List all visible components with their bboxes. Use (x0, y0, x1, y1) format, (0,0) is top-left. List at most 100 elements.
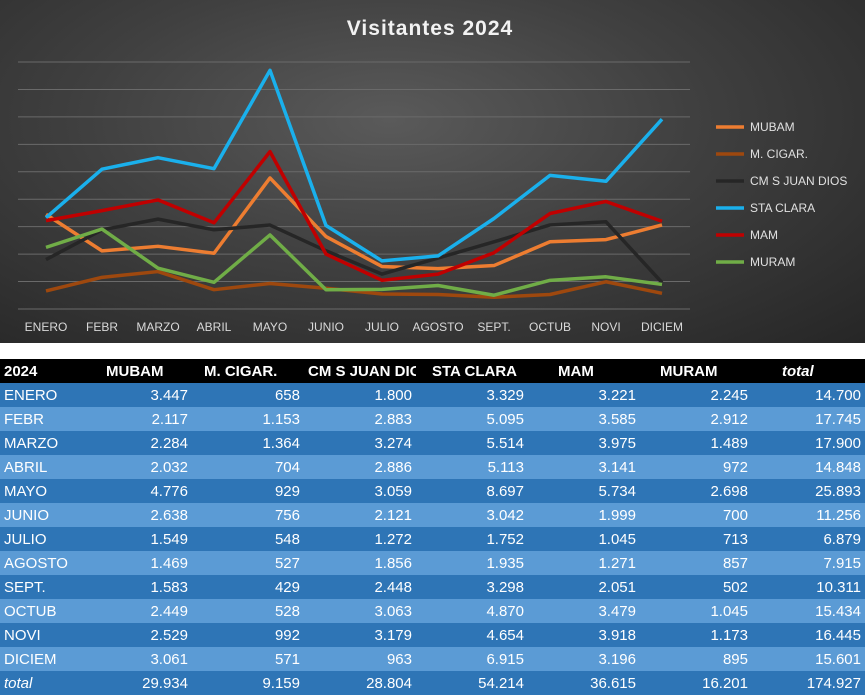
row-month-label: JULIO (0, 527, 96, 551)
table-cell: 2.912 (640, 407, 752, 431)
row-month-label: MARZO (0, 431, 96, 455)
row-total-cell: 16.445 (752, 623, 865, 647)
table-cell: 6.915 (416, 647, 528, 671)
x-tick-label: NOVI (591, 320, 620, 334)
footer-cell: 16.201 (640, 671, 752, 695)
table-cell: 3.298 (416, 575, 528, 599)
legend-label: STA CLARA (750, 201, 815, 215)
column-header: MAM (528, 359, 640, 383)
table-cell: 1.999 (528, 503, 640, 527)
table-cell: 1.364 (192, 431, 304, 455)
x-tick-label: JULIO (365, 320, 399, 334)
footer-label: total (0, 671, 96, 695)
row-total-cell: 25.893 (752, 479, 865, 503)
table-row: JULIO 1.549 548 1.272 1.752 1.045 713 6.879 (0, 527, 865, 551)
table-row: SEPT. 1.583 429 2.448 3.298 2.051 502 10.311 (0, 575, 865, 599)
table-cell: 502 (640, 575, 752, 599)
table-cell: 2.529 (96, 623, 192, 647)
table-cell: 3.059 (304, 479, 416, 503)
table-row: FEBR 2.117 1.153 2.883 5.095 3.585 2.912 17.745 (0, 407, 865, 431)
table-cell: 5.113 (416, 455, 528, 479)
x-tick-label: MARZO (136, 320, 179, 334)
row-month-label: NOVI (0, 623, 96, 647)
table-header-row: 2024 MUBAM M. CIGAR. CM S JUAN DIOS STA … (0, 359, 865, 383)
table-cell: 3.274 (304, 431, 416, 455)
x-tick-label: OCTUB (529, 320, 571, 334)
table-cell: 658 (192, 383, 304, 407)
table-cell: 3.141 (528, 455, 640, 479)
x-tick-label: DICIEM (641, 320, 683, 334)
table-cell: 2.638 (96, 503, 192, 527)
table-cell: 1.935 (416, 551, 528, 575)
row-total-cell: 7.915 (752, 551, 865, 575)
table-cell: 2.448 (304, 575, 416, 599)
table-cell: 963 (304, 647, 416, 671)
table-cell: 3.179 (304, 623, 416, 647)
table-cell: 3.918 (528, 623, 640, 647)
table-cell: 3.042 (416, 503, 528, 527)
table-cell: 2.032 (96, 455, 192, 479)
legend-label: MUBAM (750, 120, 795, 134)
table-cell: 713 (640, 527, 752, 551)
table-cell: 1.856 (304, 551, 416, 575)
row-total-cell: 11.256 (752, 503, 865, 527)
table-cell: 3.585 (528, 407, 640, 431)
table-cell: 1.583 (96, 575, 192, 599)
table-cell: 2.883 (304, 407, 416, 431)
table-cell: 2.117 (96, 407, 192, 431)
table-cell: 2.886 (304, 455, 416, 479)
table-cell: 528 (192, 599, 304, 623)
row-month-label: SEPT. (0, 575, 96, 599)
column-header: CM S JUAN DIOS (304, 359, 416, 383)
table-cell: 2.121 (304, 503, 416, 527)
table-cell: 992 (192, 623, 304, 647)
table-row: NOVI 2.529 992 3.179 4.654 3.918 1.173 16.445 (0, 623, 865, 647)
x-tick-label: MAYO (253, 320, 287, 334)
series-line-3 (44, 68, 664, 263)
table-row: JUNIO 2.638 756 2.121 3.042 1.999 700 11.256 (0, 503, 865, 527)
series-line-2 (45, 217, 664, 284)
table-cell: 3.061 (96, 647, 192, 671)
table-cell: 1.800 (304, 383, 416, 407)
row-month-label: DICIEM (0, 647, 96, 671)
table-body: ENERO 3.447 658 1.800 3.329 3.221 2.245 14.700 F… (0, 383, 865, 671)
table-cell: 1.173 (640, 623, 752, 647)
legend: MUBAM M. CIGAR. CM S JUAN DIOS STA CLARA MAM… (716, 120, 847, 269)
table-cell: 548 (192, 527, 304, 551)
table-cell: 3.975 (528, 431, 640, 455)
x-tick-label: SEPT. (477, 320, 510, 334)
table-cell: 1.045 (640, 599, 752, 623)
table-cell: 3.447 (96, 383, 192, 407)
table-cell: 5.095 (416, 407, 528, 431)
series-lines (44, 68, 664, 299)
chart-title: Visitantes 2024 (347, 17, 513, 40)
table-cell: 929 (192, 479, 304, 503)
legend-label: CM S JUAN DIOS (750, 174, 847, 188)
table-cell: 895 (640, 647, 752, 671)
x-tick-label: FEBR (86, 320, 118, 334)
table-cell: 2.449 (96, 599, 192, 623)
chart-panel: Visitantes 2024 ENERO FEBR MARZO ABRIL MAYO J… (0, 0, 865, 343)
row-month-label: OCTUB (0, 599, 96, 623)
row-month-label: AGOSTO (0, 551, 96, 575)
series-line-0 (45, 176, 663, 271)
table-cell: 756 (192, 503, 304, 527)
table-cell: 972 (640, 455, 752, 479)
grid-lines (18, 61, 690, 310)
table-cell: 1.549 (96, 527, 192, 551)
x-tick-label: ABRIL (197, 320, 232, 334)
table-cell: 1.469 (96, 551, 192, 575)
table-cell: 700 (640, 503, 752, 527)
legend-label: MAM (750, 228, 778, 242)
row-total-cell: 14.848 (752, 455, 865, 479)
table-row: MARZO 2.284 1.364 3.274 5.514 3.975 1.489 17.90… (0, 431, 865, 455)
table-cell: 5.514 (416, 431, 528, 455)
table-cell: 2.245 (640, 383, 752, 407)
table-row: ENERO 3.447 658 1.800 3.329 3.221 2.245 14.700 (0, 383, 865, 407)
table-cell: 1.271 (528, 551, 640, 575)
table-corner: 2024 (0, 359, 96, 383)
table-row: ABRIL 2.032 704 2.886 5.113 3.141 972 14.848 (0, 455, 865, 479)
table-cell: 4.776 (96, 479, 192, 503)
table-cell: 2.284 (96, 431, 192, 455)
footer-cell: 29.934 (96, 671, 192, 695)
